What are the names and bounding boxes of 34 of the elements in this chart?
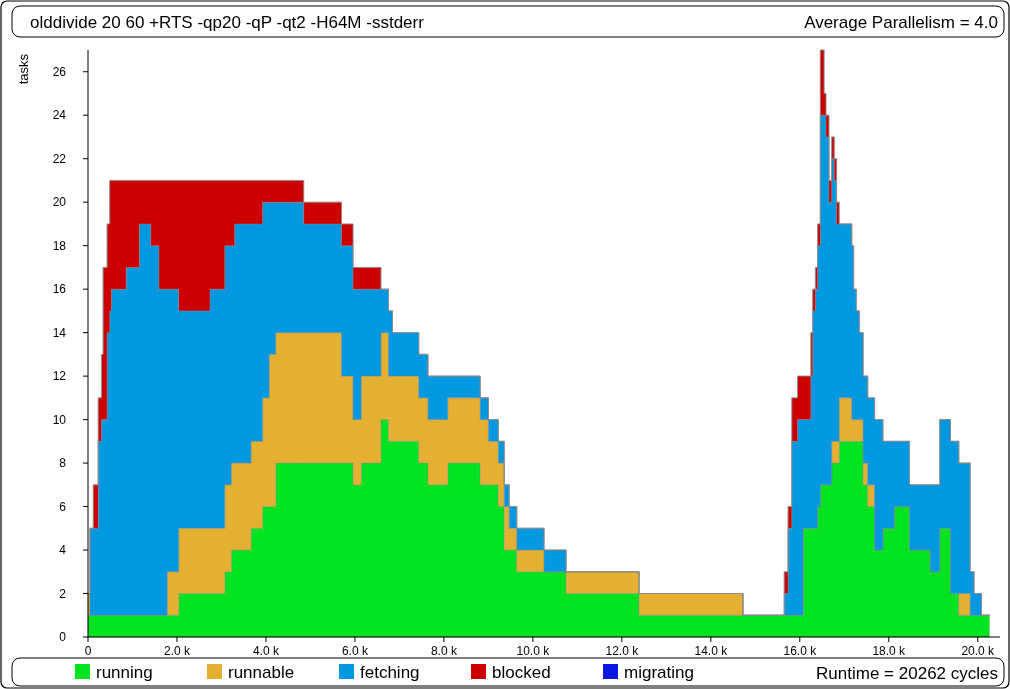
y-tick-label: 8	[59, 456, 67, 471]
y-tick-label: 10	[52, 412, 67, 427]
y-tick-label: 24	[52, 108, 67, 123]
legend-label: blocked	[492, 663, 551, 682]
x-tick-label: 10.0 k	[516, 644, 551, 658]
x-tick-label: 20.0 k	[961, 644, 996, 658]
y-tick-label: 22	[52, 151, 67, 166]
chart-title: olddivide 20 60 +RTS -qp20 -qP -qt2 -H64M -sstderr	[30, 13, 425, 32]
text: Average Parallelism = 4.0	[804, 13, 998, 32]
y-tick-label: 26	[52, 64, 67, 79]
y-tick-label: 6	[59, 499, 67, 514]
y-tick-label: 4	[59, 543, 67, 558]
y-tick-label: 12	[52, 369, 67, 384]
x-tick-label: 8.0 k	[430, 644, 458, 658]
x-tick-label: 4.0 k	[252, 644, 280, 658]
y-tick-label: 14	[52, 325, 67, 340]
legend-label: running	[96, 663, 153, 682]
x-tick-label: 6.0 k	[341, 644, 369, 658]
text: Runtime = 20262 cycles	[816, 664, 998, 683]
legend-label: migrating	[624, 663, 694, 682]
y-tick-label: 0	[59, 630, 67, 644]
y-tick-label: 18	[52, 238, 67, 253]
y-axis-title: tasks	[16, 53, 31, 85]
legend-label: runnable	[228, 663, 295, 682]
x-tick-label: 2.0 k	[163, 644, 191, 658]
x-tick-label: 0	[84, 644, 92, 658]
y-tick-label: 2	[59, 586, 67, 601]
x-tick-label: 18.0 k	[872, 644, 907, 658]
legend-label: fetching	[360, 663, 420, 682]
x-tick-label: 12.0 k	[605, 644, 640, 658]
y-tick-label: 20	[52, 195, 67, 210]
x-tick-label: 16.0 k	[783, 644, 818, 658]
y-tick-label: 16	[52, 282, 67, 297]
x-tick-label: 14.0 k	[694, 644, 729, 658]
